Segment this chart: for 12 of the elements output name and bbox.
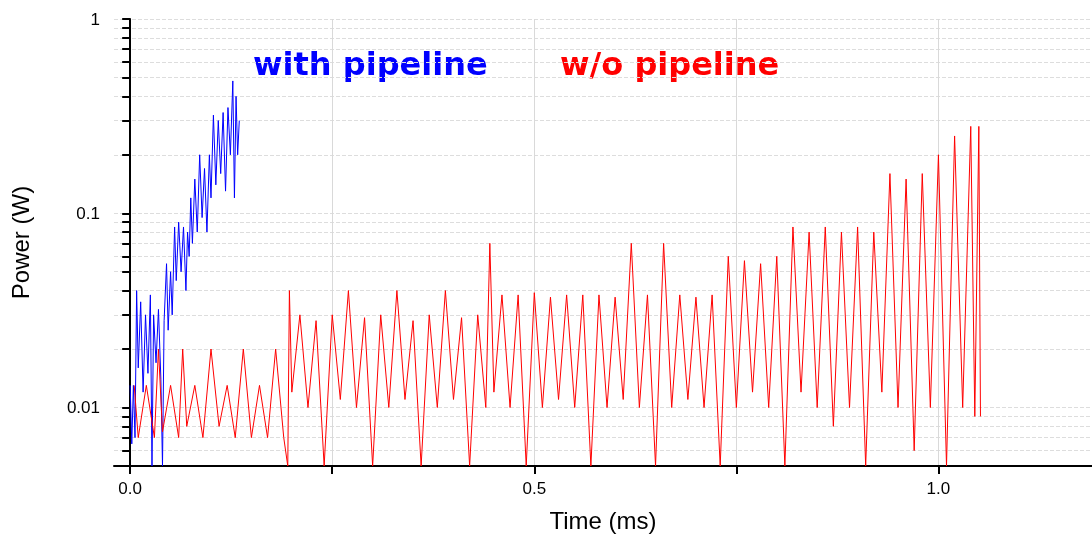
- text: w/o pipeline: [560, 45, 780, 83]
- line-series: [129, 80, 240, 467]
- x-tick-label: 0.0: [118, 479, 142, 498]
- x-tick-label: 1.0: [926, 479, 951, 498]
- line-series: [133, 125, 981, 467]
- y-tick-label: 0.1: [76, 203, 100, 223]
- y-tick-label: 1: [90, 9, 100, 29]
- y-tick-label: 0.01: [66, 398, 100, 418]
- x-tick-label: 0.5: [522, 479, 547, 498]
- series-label: with pipeline: [253, 45, 488, 83]
- x-axis-title: Time (ms): [549, 506, 657, 534]
- y-axis-title: Power (W): [6, 185, 34, 300]
